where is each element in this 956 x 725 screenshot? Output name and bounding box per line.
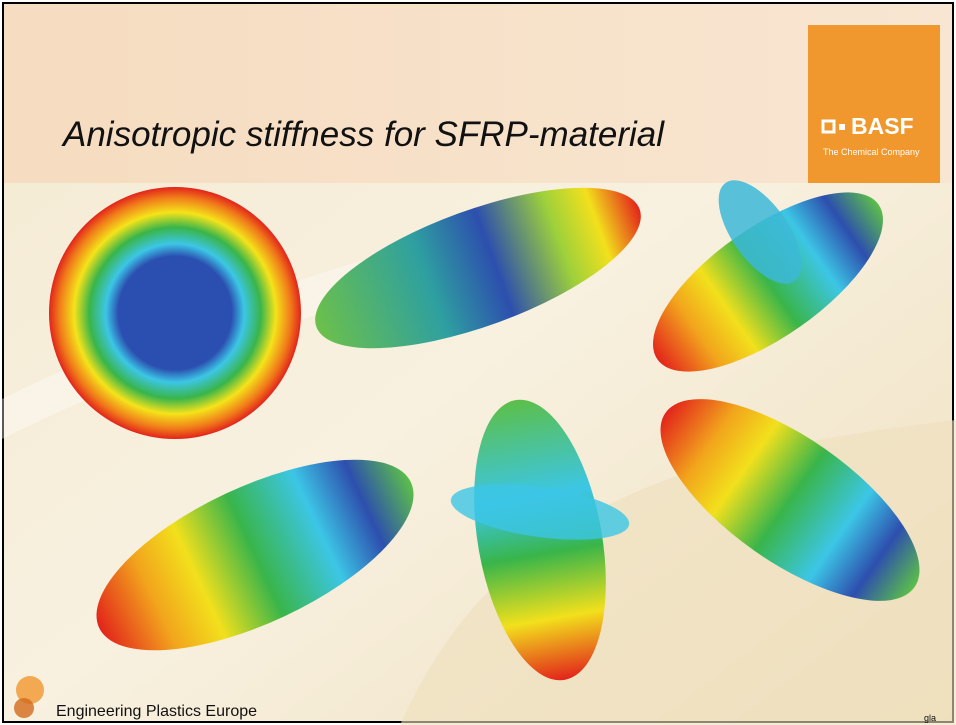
footer-organization: Engineering Plastics Europe [56,703,257,720]
logo-tagline: The Chemical Company [823,147,920,157]
footer-author: gla [924,713,936,723]
slide-title: Anisotropic stiffness for SFRP-material [61,115,665,154]
logo-name: BASF [851,113,914,139]
logo-box [808,25,940,183]
slide: BASF The Chemical Company Anisotropic st… [0,0,956,725]
page: BASF The Chemical Company Anisotropic st… [0,0,956,725]
plot-disc [49,187,301,439]
